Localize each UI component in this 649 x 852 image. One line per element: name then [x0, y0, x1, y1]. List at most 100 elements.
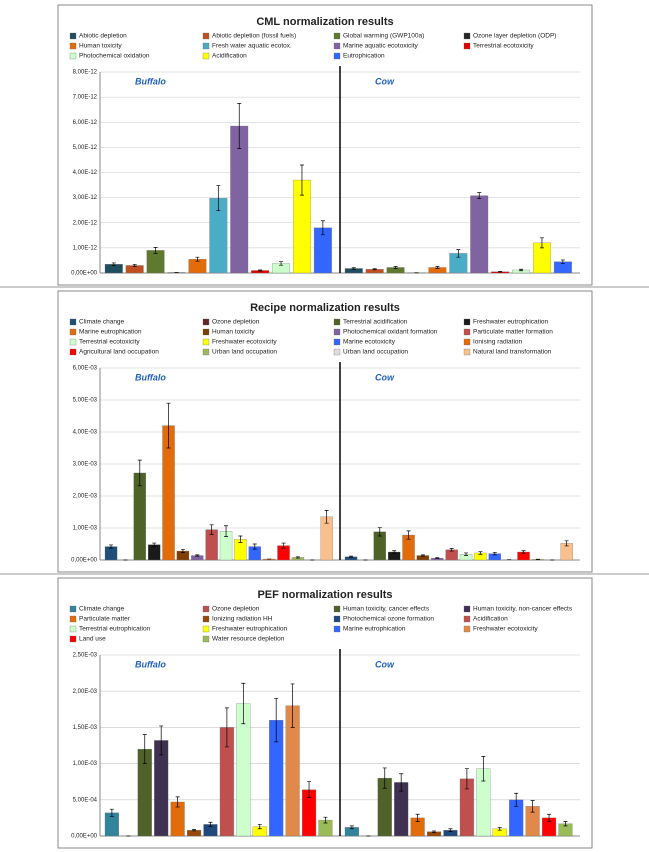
legend-label: Marine eutrophication: [343, 626, 406, 633]
legend-swatch: [333, 32, 341, 40]
error-bar: [299, 164, 304, 196]
chart-title: Recipe normalization results: [250, 302, 400, 314]
legend-swatch: [69, 625, 77, 633]
legend-label: Human toxicity: [212, 329, 255, 336]
error-bar: [216, 185, 221, 212]
error-bar: [142, 734, 147, 764]
error-bar: [274, 698, 279, 743]
legend-swatch: [333, 42, 341, 50]
legend-swatch: [463, 42, 471, 50]
legend-swatch: [463, 32, 471, 40]
error-bar: [281, 542, 286, 549]
error-bar: [224, 525, 229, 537]
error-bar: [382, 767, 387, 789]
error-bar: [195, 256, 200, 262]
error-bar: [560, 259, 565, 264]
legend-label: Marine eutrophication: [79, 329, 142, 336]
legend-swatch: [333, 605, 341, 613]
error-bar: [323, 816, 328, 824]
error-bar: [449, 548, 454, 552]
legend-swatch: [202, 625, 210, 633]
chart-title: CML normalization results: [256, 16, 393, 28]
legend-swatch: [333, 338, 341, 346]
legend-swatch: [463, 348, 471, 356]
error-bar: [415, 813, 420, 822]
legend-label: Freshwater eutrophication: [473, 319, 549, 326]
error-bar: [435, 266, 440, 269]
error-bar: [349, 825, 354, 830]
error-bar: [175, 796, 180, 808]
error-bar: [351, 267, 356, 270]
legend-label: Water resource depletion: [212, 636, 285, 643]
y-tick-label: 8,00E-12: [73, 70, 98, 76]
error-bar: [192, 829, 197, 832]
y-tick-label: 5,00E-04: [73, 797, 98, 803]
y-tick-label: 6,00E-03: [73, 366, 98, 372]
category-label: Buffalo: [135, 372, 166, 382]
legend-label: Terrestrial eutrophication: [79, 626, 151, 633]
error-bar: [152, 542, 157, 547]
legend-label: Particulate matter formation: [473, 329, 553, 336]
legend-label: Ionising radiation: [473, 339, 523, 346]
y-tick-label: 0,00E+00: [71, 834, 98, 840]
legend-label: Acidification: [212, 53, 247, 60]
legend-label: Climate change: [79, 319, 125, 326]
legend-swatch: [333, 318, 341, 326]
y-tick-label: 7,00E-12: [73, 95, 98, 101]
legend-swatch: [202, 338, 210, 346]
error-bar: [478, 551, 483, 555]
error-bar: [324, 510, 329, 524]
legend-swatch: [202, 605, 210, 613]
legend-swatch: [69, 328, 77, 336]
error-bar: [290, 683, 295, 728]
category-label: Buffalo: [135, 76, 166, 86]
legend-swatch: [69, 348, 77, 356]
legend-label: Agricultural land occupation: [79, 349, 159, 356]
error-bar: [153, 247, 158, 254]
y-tick-label: 0,00E+00: [71, 271, 98, 277]
error-bar: [109, 544, 114, 549]
legend-label: Freshwater eutrophication: [212, 626, 288, 633]
error-bar: [257, 824, 262, 830]
error-bar: [456, 249, 461, 258]
legend-swatch: [463, 605, 471, 613]
error-bar: [209, 524, 214, 535]
error-bar: [539, 237, 544, 249]
error-bar: [349, 555, 354, 558]
error-bar: [372, 268, 377, 271]
legend-label: Acidification: [473, 616, 508, 623]
error-bar: [166, 402, 171, 449]
error-bar: [159, 725, 164, 756]
error-bar: [208, 821, 213, 827]
legend-label: Ozone layer depletion (ODP): [473, 33, 556, 40]
legend-swatch: [202, 635, 210, 643]
legend-label: Natural land transformation: [473, 349, 552, 356]
legend-swatch: [202, 615, 210, 623]
category-label: Cow: [375, 372, 395, 382]
error-bar: [195, 554, 200, 557]
chart-title: PEF normalization results: [257, 589, 392, 601]
y-tick-label: 4,00E-03: [73, 430, 98, 436]
y-tick-label: 1,00E-03: [73, 526, 98, 532]
legend-swatch: [202, 52, 210, 60]
error-bar: [392, 550, 397, 554]
error-bar: [377, 527, 382, 537]
legend-label: Freshwater ecotoxicity: [473, 626, 538, 633]
error-bar: [279, 261, 284, 266]
error-bar: [564, 540, 569, 547]
error-bar: [109, 808, 114, 817]
legend-label: Terrestrial ecotoxicity: [79, 339, 140, 346]
error-bar: [420, 554, 425, 557]
legend-swatch: [69, 52, 77, 60]
error-bar: [406, 530, 411, 540]
error-bar: [498, 271, 503, 273]
legend-label: Fresh water aquatic ecotox.: [212, 43, 292, 50]
error-bar: [547, 813, 552, 822]
error-bar: [497, 826, 502, 831]
legend-swatch: [202, 32, 210, 40]
error-bar: [399, 773, 404, 792]
error-bar: [320, 220, 325, 236]
y-tick-label: 5,00E-03: [73, 398, 98, 404]
error-bar: [295, 556, 300, 559]
error-bar: [241, 682, 246, 725]
